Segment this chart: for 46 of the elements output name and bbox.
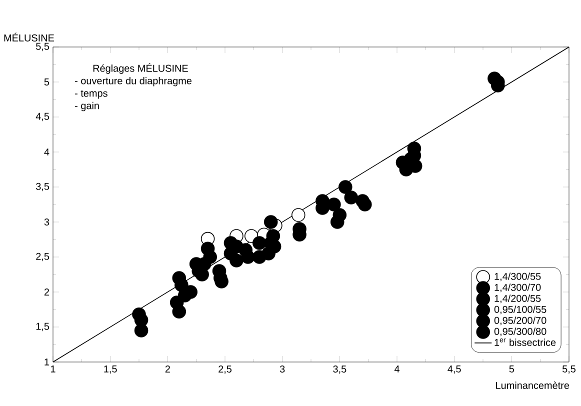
annotation: - ouverture du diaphragme [75,76,192,86]
y-tick-label: 5,5 [36,42,50,52]
legend-label: 1,4/300/55 [494,272,541,282]
x-tick-label: 3,5 [333,366,346,374]
y-tick-label: 4 [44,148,50,156]
x-tick-label: 2,5 [218,366,232,374]
point [252,236,266,250]
point [134,324,148,338]
x-tick-label: 1,5 [104,366,117,374]
x-tick-label: 3 [280,366,285,373]
legend-label: 1,4/200/55 [494,294,541,304]
y-tick-label: 3,5 [36,182,50,192]
legend-label: 0,95/100/55 [494,306,546,314]
point [230,254,244,268]
x-tick-label: 5 [509,366,514,372]
legend-label: 0,95/200/70 [494,316,546,326]
point [224,236,238,250]
point [238,243,253,257]
y-tick-label: 1 [44,358,49,366]
point [252,250,266,264]
y-tick-label: 1,5 [36,322,50,332]
point [358,198,372,212]
annotation: Réglages MÉLUSINE [93,63,188,74]
x-tick-label: 1 [50,366,56,372]
legend-label: 1,4/300/70 [494,284,541,292]
legend-label: 0,95/300/80 [494,328,546,336]
annotation: - temps [75,90,108,99]
y-tick-label: 3 [44,218,50,226]
point [332,208,347,222]
x-tick-label: 2 [165,366,170,372]
point [264,215,278,229]
x-tick-label: 5,5 [562,366,576,374]
point [291,208,306,222]
point [344,190,358,204]
y-axis-title: MÉLUSINE [4,32,54,42]
point [338,180,352,194]
y-tick-label: 2,5 [36,252,50,262]
y-tick-label: 4,5 [36,112,50,122]
annotation: - gain [75,102,99,112]
x-tick-label: 4,5 [448,366,461,374]
point [172,304,186,318]
x-axis-title: Luminancemètre [496,382,570,389]
legend-label: 1$^{er}$ bissectrice [494,338,556,346]
y-tick-label: 5 [44,78,50,86]
x-tick-label: 4 [394,366,400,372]
y-tick-label: 2 [44,288,49,296]
